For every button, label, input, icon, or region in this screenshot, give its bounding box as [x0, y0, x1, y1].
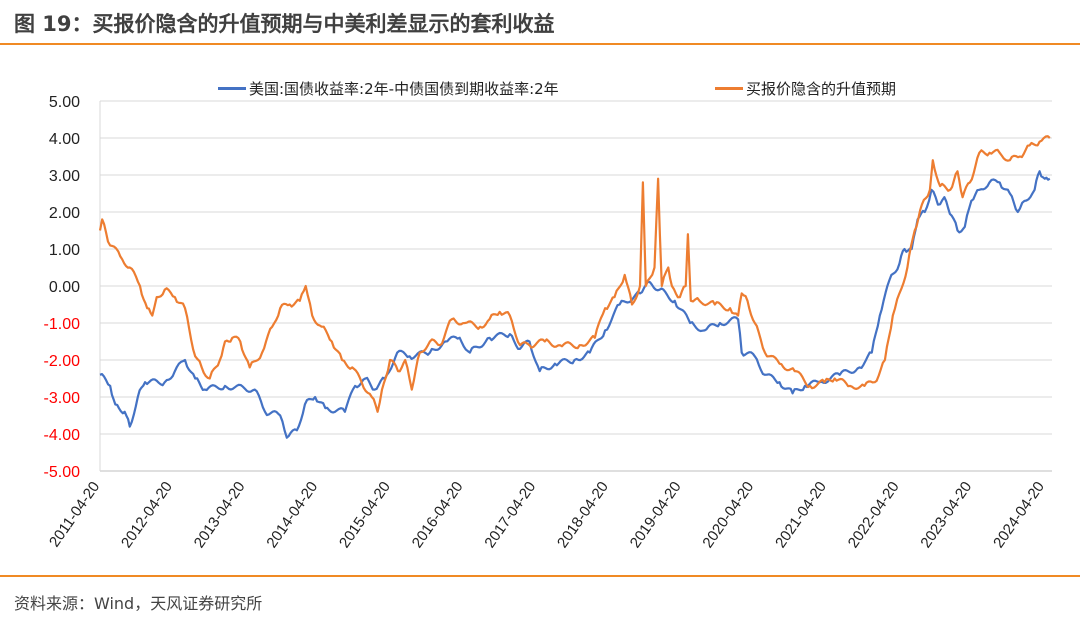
legend-label: 美国:国债收益率:2年-中债国债到期收益率:2年 — [249, 80, 559, 98]
legend-item-expectation: 买报价隐含的升值预期 — [715, 78, 896, 99]
x-tick-label: 2023-04-20 — [917, 479, 975, 552]
x-tick-label: 2015-04-20 — [336, 479, 394, 552]
x-tick-label: 2019-04-20 — [627, 479, 685, 552]
legend-swatch-blue — [218, 87, 246, 90]
legend-label: 买报价隐含的升值预期 — [746, 80, 897, 98]
x-tick-label: 2018-04-20 — [554, 479, 612, 552]
x-tick-label: 2020-04-20 — [699, 479, 757, 552]
y-tick-label: 1.00 — [49, 242, 80, 259]
y-tick-label: 4.00 — [49, 131, 80, 148]
x-tick-label: 2017-04-20 — [481, 479, 539, 552]
top-rule — [0, 43, 1080, 45]
y-tick-label: -3.00 — [44, 390, 81, 407]
bottom-rule — [0, 575, 1080, 577]
figure-title: 图 19：买报价隐含的升值预期与中美利差显示的套利收益 — [14, 12, 555, 36]
source-note: 资料来源：Wind，天风证券研究所 — [14, 594, 263, 613]
x-tick-label: 2022-04-20 — [845, 479, 903, 552]
x-tick-label: 2014-04-20 — [263, 479, 321, 552]
y-tick-label: 0.00 — [49, 279, 80, 296]
legend-swatch-orange — [715, 87, 743, 90]
y-tick-label: -1.00 — [44, 316, 81, 333]
y-tick-label: 5.00 — [49, 94, 80, 111]
x-tick-label: 2016-04-20 — [409, 479, 467, 552]
y-tick-label: -4.00 — [44, 427, 81, 444]
series-line-spread — [99, 170, 1051, 439]
x-tick-label: 2021-04-20 — [772, 479, 830, 552]
y-tick-label: 2.00 — [49, 205, 80, 222]
y-tick-label: 3.00 — [49, 168, 80, 185]
x-tick-label: 2011-04-20 — [46, 479, 103, 551]
legend-item-spread: 美国:国债收益率:2年-中债国债到期收益率:2年 — [218, 78, 559, 99]
x-tick-label: 2012-04-20 — [118, 479, 176, 552]
y-tick-label: -2.00 — [44, 353, 81, 370]
series-line-expectation — [98, 135, 1051, 413]
y-tick-label: -5.00 — [44, 464, 81, 481]
x-tick-label: 2024-04-20 — [990, 479, 1048, 552]
x-tick-label: 2013-04-20 — [191, 479, 249, 552]
